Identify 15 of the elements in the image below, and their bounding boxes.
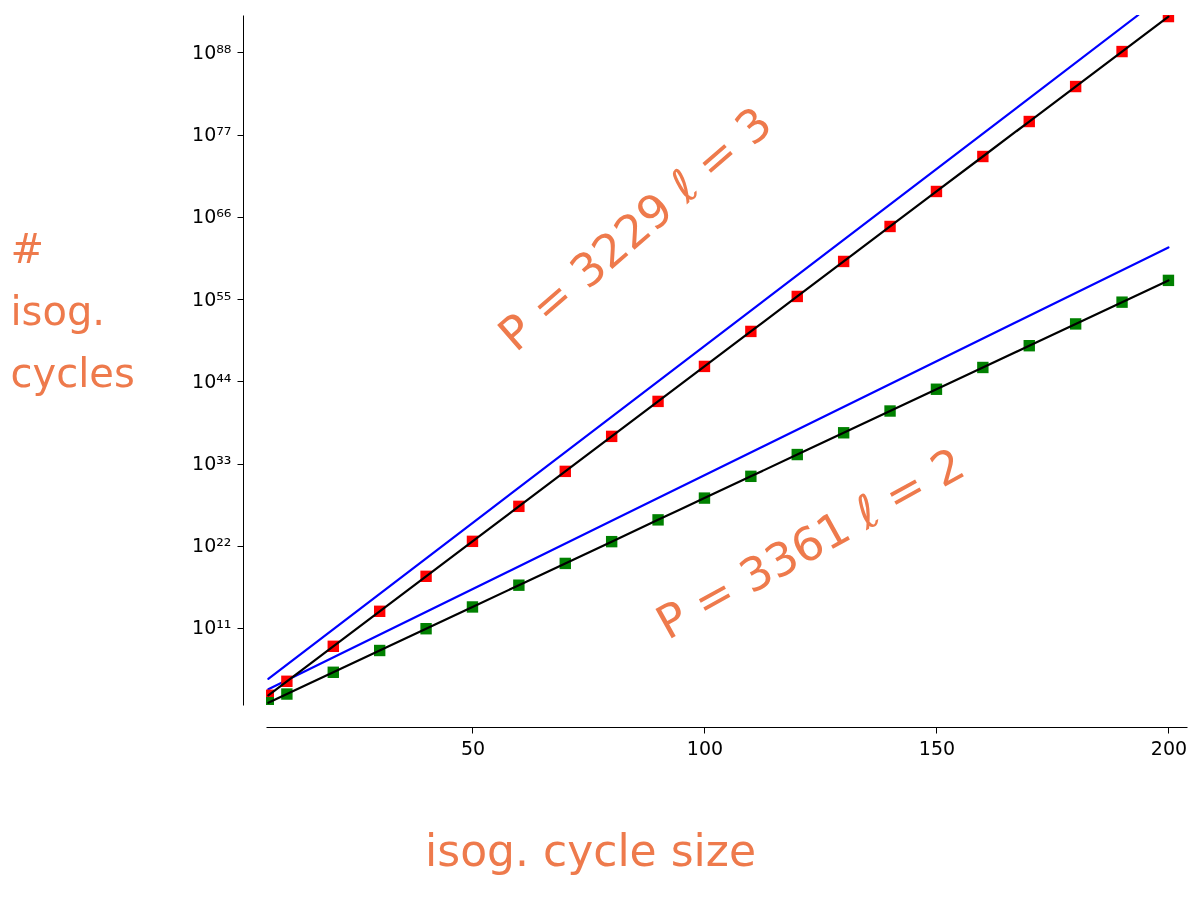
x-tick-label: 200 [1150, 736, 1188, 759]
y-tick-label: 10²² [192, 534, 232, 557]
y-tick-label: 10¹¹ [192, 616, 232, 639]
y-tick-label: 10⁸⁸ [192, 40, 232, 63]
y-tick-label: 10⁷⁷ [192, 123, 232, 146]
y-tick-label: 10⁴⁴ [192, 369, 232, 392]
y-tick-label: 10⁶⁶ [192, 205, 232, 228]
y-axis-title: # isog. cycles [10, 225, 135, 396]
x-tick-label: 50 [460, 736, 486, 759]
annotation: P = 3361 ℓ = 2 [646, 436, 974, 651]
y-tick-label: 10³³ [192, 452, 232, 475]
x-axis-title: isog. cycle size [425, 824, 756, 876]
x-tick-label: 150 [918, 736, 956, 759]
x-tick-label: 100 [686, 736, 724, 759]
y-tick-label: 10⁵⁵ [192, 287, 232, 310]
